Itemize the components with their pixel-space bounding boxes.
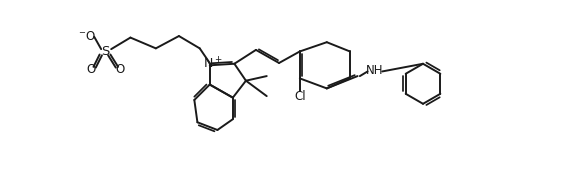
Text: O: O: [87, 63, 96, 76]
Text: N$^+$: N$^+$: [203, 56, 223, 71]
Text: S: S: [101, 45, 109, 58]
Text: O: O: [116, 63, 125, 76]
Text: Cl: Cl: [295, 90, 307, 103]
Text: NH: NH: [366, 64, 383, 77]
Text: $\mathregular{^{-}}$O: $\mathregular{^{-}}$O: [78, 30, 96, 42]
